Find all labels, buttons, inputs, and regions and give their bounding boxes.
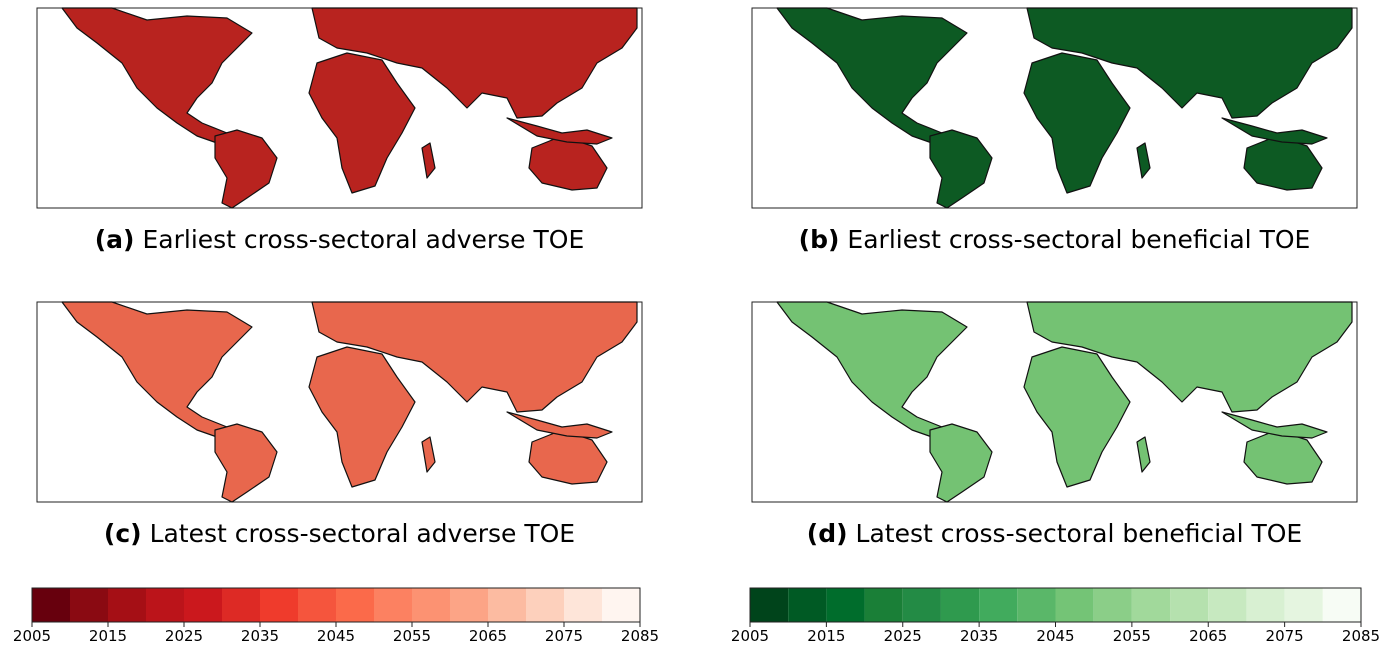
panel-title: Latest cross-sectoral adverse TOE [150, 519, 576, 548]
colorbar-bin [1094, 588, 1132, 622]
colorbar-bin [488, 588, 526, 622]
colorbar-tick-label: 2045 [1036, 627, 1074, 645]
colorbar-bin [298, 588, 336, 622]
colorbar-bin [184, 588, 222, 622]
colorbar-bin [374, 588, 412, 622]
colorbar-bin [222, 588, 260, 622]
colorbar-tick-label: 2015 [807, 627, 845, 645]
panel-title: Earliest cross-sectoral beneficial TOE [847, 225, 1310, 254]
panel-caption: (a)Earliest cross-sectoral adverse TOE [95, 225, 585, 254]
panel-caption: (d) Latest cross-sectoral beneficial TOE [807, 519, 1302, 548]
colorbar-bin [865, 588, 903, 622]
colorbar-tick-label: 2055 [1113, 627, 1151, 645]
panel-caption: (c) Latest cross-sectoral adverse TOE [104, 519, 575, 548]
colorbar-bin [564, 588, 602, 622]
colorbar-bin [1056, 588, 1094, 622]
colorbar-bin [1323, 588, 1361, 622]
colorbar-bin [412, 588, 450, 622]
colorbar-tick-label: 2015 [89, 627, 127, 645]
colorbar-tick-label: 2005 [13, 627, 51, 645]
figure: (a)Earliest cross-sectoral adverse TOE (b… [0, 0, 1398, 645]
colorbar-bin [336, 588, 374, 622]
panel-title: Latest cross-sectoral beneficial TOE [856, 519, 1303, 548]
colorbar-bin [450, 588, 488, 622]
colorbar-bin [602, 588, 640, 622]
colorbar-bin [70, 588, 108, 622]
colorbar-bin [941, 588, 979, 622]
panel-label: (a) [95, 225, 135, 254]
panel-label: (d) [807, 519, 848, 548]
colorbar-bin [750, 588, 788, 622]
colorbar-bin [1285, 588, 1323, 622]
colorbar-bin [903, 588, 941, 622]
colorbar-tick-label: 2025 [884, 627, 922, 645]
colorbar-bin [1132, 588, 1170, 622]
colorbar-bin [146, 588, 184, 622]
colorbar-bin [108, 588, 146, 622]
colorbar-bin [1208, 588, 1246, 622]
colorbar-bin [1246, 588, 1284, 622]
panel-label: (b) [799, 225, 840, 254]
colorbar-tick-label: 2045 [317, 627, 355, 645]
colorbar-bin [1017, 588, 1055, 622]
colorbar-tick-label: 2065 [469, 627, 507, 645]
colorbar-tick-label: 2035 [241, 627, 279, 645]
colorbar-bin [826, 588, 864, 622]
colorbar-bin [1170, 588, 1208, 622]
colorbar-tick-label: 2075 [545, 627, 583, 645]
panel-label: (c) [104, 519, 142, 548]
colorbar-bin [788, 588, 826, 622]
colorbar-tick-label: 2085 [621, 627, 659, 645]
colorbar-tick-label: 2055 [393, 627, 431, 645]
colorbar-tick-label: 2025 [165, 627, 203, 645]
colorbar-bin [32, 588, 70, 622]
colorbar-tick-label: 2005 [731, 627, 769, 645]
colorbar-bin [260, 588, 298, 622]
panel-caption: (b)Earliest cross-sectoral beneficial TO… [799, 225, 1311, 254]
panel-title: Earliest cross-sectoral adverse TOE [142, 225, 584, 254]
colorbar-tick-label: 2075 [1266, 627, 1304, 645]
colorbar-tick-label: 2035 [960, 627, 998, 645]
colorbar-tick-label: 2065 [1189, 627, 1227, 645]
colorbar-bin [979, 588, 1017, 622]
colorbar-bin [526, 588, 564, 622]
colorbar-tick-label: 2085 [1342, 627, 1380, 645]
